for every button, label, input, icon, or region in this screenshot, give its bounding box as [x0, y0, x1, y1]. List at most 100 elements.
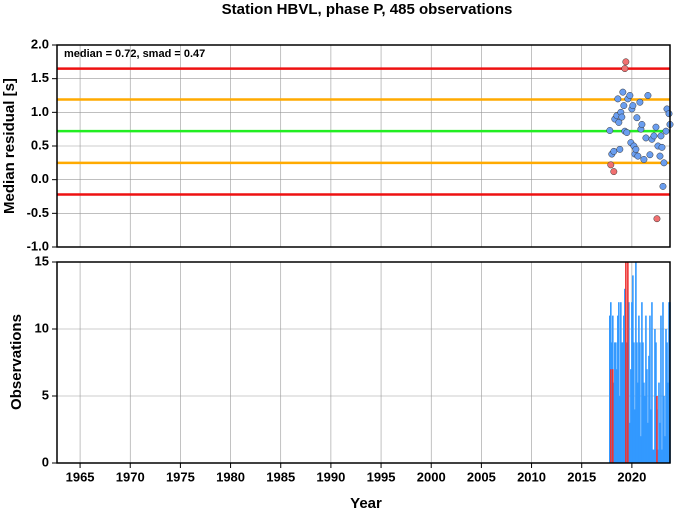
point — [615, 118, 623, 126]
bar — [609, 315, 611, 463]
y-tick-label: 1.0 — [31, 104, 49, 119]
bar — [644, 396, 646, 463]
bar — [659, 422, 661, 463]
point — [610, 147, 618, 155]
bar — [638, 315, 640, 463]
bar — [664, 436, 666, 463]
point — [646, 151, 654, 159]
bar — [661, 449, 663, 463]
x-tick-label: 2010 — [517, 469, 546, 484]
bar — [649, 315, 651, 463]
point — [607, 161, 615, 169]
y-tick-label: 0.0 — [31, 171, 49, 186]
bar — [647, 422, 649, 463]
x-tick-label: 2005 — [467, 469, 496, 484]
y-tick-label: 5 — [42, 387, 49, 402]
bar — [622, 342, 624, 463]
x-tick-label: 1980 — [216, 469, 245, 484]
point — [610, 168, 618, 176]
bar — [611, 342, 613, 463]
x-tick-label: 1965 — [66, 469, 95, 484]
bar — [651, 302, 653, 463]
plot-frame — [56, 44, 671, 248]
bar — [652, 449, 654, 463]
bar — [642, 342, 644, 463]
bar — [636, 342, 638, 463]
x-tick-label: 1985 — [266, 469, 295, 484]
bar — [610, 369, 612, 463]
y-tick-label: -1.0 — [27, 238, 49, 253]
bar — [655, 342, 657, 463]
annotation: median = 0.72, smad = 0.47 — [64, 48, 205, 60]
x-tick-label: 2020 — [617, 469, 646, 484]
bar — [645, 315, 647, 463]
x-tick-label: 1995 — [367, 469, 396, 484]
point — [629, 102, 637, 110]
bar — [657, 449, 659, 463]
point — [623, 129, 631, 136]
bar — [618, 302, 620, 463]
point — [660, 159, 668, 167]
y-tick-label: 0.5 — [31, 137, 49, 152]
bar — [613, 382, 615, 463]
x-tick-label: 2000 — [417, 469, 446, 484]
point — [653, 215, 661, 223]
bar — [643, 382, 645, 463]
point — [636, 98, 644, 106]
bar — [634, 409, 636, 463]
bar — [614, 342, 616, 463]
point — [658, 143, 666, 151]
bar — [624, 288, 626, 463]
x-tick-label: 1970 — [116, 469, 145, 484]
point — [659, 182, 667, 190]
x-tick-label: 1975 — [166, 469, 195, 484]
bar — [621, 342, 623, 463]
point — [619, 88, 627, 96]
point — [644, 92, 652, 99]
bar — [626, 342, 628, 463]
point — [652, 123, 660, 131]
bar — [628, 302, 630, 463]
x-tick-label: 1990 — [316, 469, 345, 484]
bar — [663, 396, 665, 463]
point — [640, 156, 648, 163]
point — [606, 127, 614, 134]
bar — [650, 409, 652, 463]
bar — [620, 302, 622, 463]
point — [616, 145, 624, 153]
bar — [641, 302, 643, 463]
y-tick-label: 2.0 — [31, 36, 49, 51]
y-tick-label: 15 — [35, 253, 49, 268]
bar — [660, 315, 662, 463]
bar — [616, 369, 618, 463]
bar — [612, 369, 614, 463]
bar — [646, 369, 648, 463]
y-tick-label: -0.5 — [27, 205, 49, 220]
bar — [633, 342, 635, 463]
bar — [654, 329, 656, 463]
bar — [665, 329, 667, 463]
y-tick-label: 10 — [35, 320, 49, 335]
y-tick-label: 1.5 — [31, 70, 49, 85]
point — [638, 121, 646, 128]
bar — [632, 275, 634, 463]
bar — [640, 436, 642, 463]
plot-frame — [56, 261, 671, 464]
y-tick-label: 0 — [42, 454, 49, 469]
point — [632, 145, 640, 153]
x-axis-label: Year — [350, 495, 382, 511]
bar — [639, 342, 641, 463]
point — [665, 110, 673, 118]
chart-title: Station HBVL, phase P, 485 observations — [222, 1, 513, 18]
bar — [653, 449, 655, 463]
point — [657, 132, 665, 140]
y-axis-label: Observations — [8, 314, 25, 410]
point — [650, 132, 658, 140]
y-axis-label: Median residual [s] — [1, 78, 18, 214]
point — [626, 92, 634, 99]
bar — [625, 262, 627, 463]
bar — [662, 302, 664, 463]
point — [633, 114, 641, 122]
